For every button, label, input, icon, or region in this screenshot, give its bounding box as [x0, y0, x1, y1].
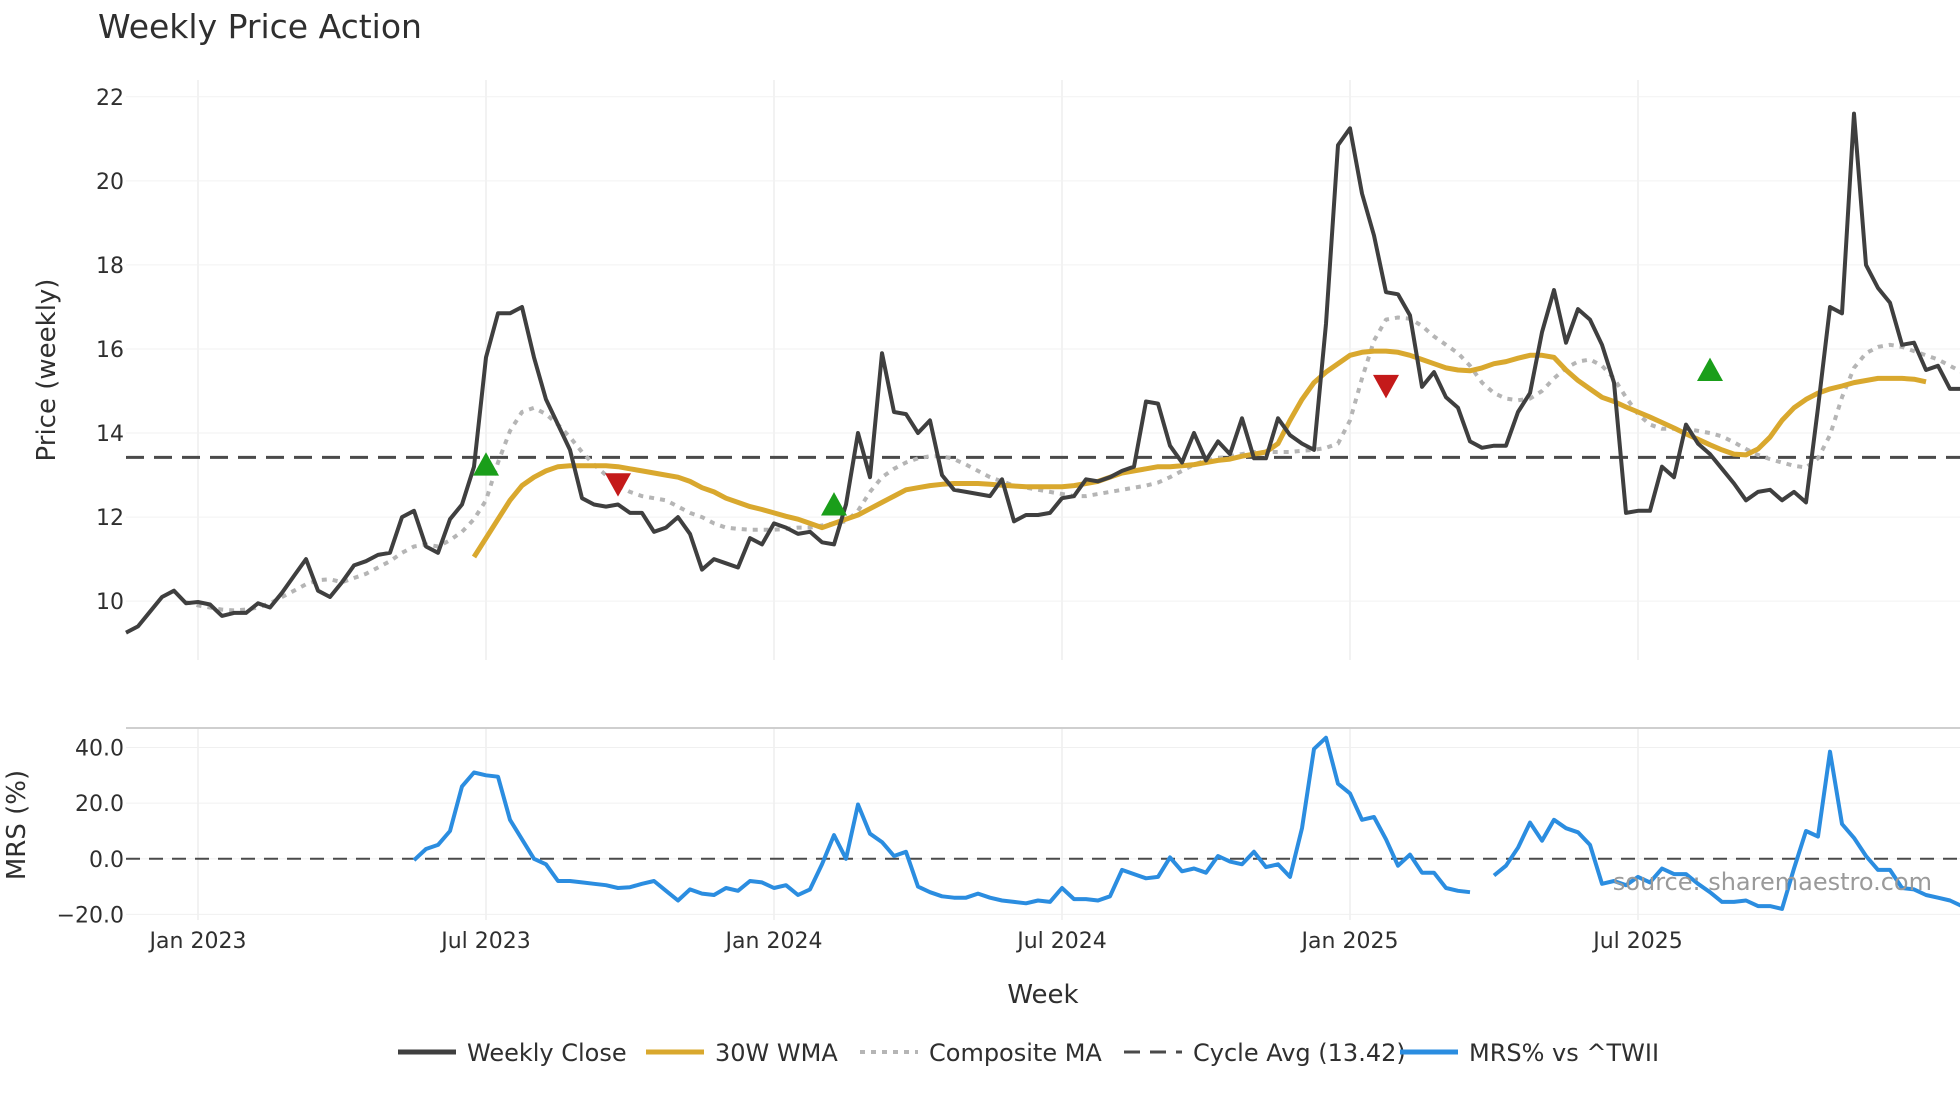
price-y-tick-label: 20: [96, 170, 124, 195]
x-tick-label: Jan 2023: [148, 929, 247, 954]
watermark: source: sharemaestro.com: [1613, 868, 1932, 896]
legend-label: Cycle Avg (13.42): [1193, 1039, 1406, 1067]
mrs-y-tick-label: −20.0: [57, 903, 124, 928]
weekly-close-line: [125, 111, 1960, 635]
x-tick-label: Jan 2025: [1300, 929, 1399, 954]
week-axis-title: Week: [1007, 980, 1078, 1010]
legend-label: 30W WMA: [715, 1039, 838, 1067]
x-tick-label: Jul 2023: [439, 929, 531, 954]
legend-label: Weekly Close: [467, 1039, 627, 1067]
mrs-y-tick-label: 20.0: [75, 792, 124, 817]
composite-ma-line: [185, 315, 1960, 613]
mrs-axis-title: MRS (%): [2, 770, 32, 880]
mrs-y-tick-label: 40.0: [75, 736, 124, 761]
price-y-tick-label: 18: [96, 254, 124, 279]
x-tick-label: Jul 2024: [1015, 929, 1107, 954]
legend: Weekly Close 30W WMA Composite MA Cycle Avg…: [398, 1039, 1659, 1067]
mrs-y-tick-label: 0.0: [89, 848, 124, 873]
price-y-tick-label: 14: [96, 422, 124, 447]
price-series: [125, 111, 1960, 635]
chart-title: Weekly Price Action: [98, 7, 422, 46]
buy-signal-marker: [473, 452, 499, 476]
mrs-series: [126, 735, 1960, 911]
price-y-tick-label: 22: [96, 86, 124, 111]
x-tick-label: Jan 2024: [724, 929, 823, 954]
price-y-tick-label: 12: [96, 506, 124, 531]
sell-signal-marker: [1373, 374, 1399, 399]
buy-signal-marker: [821, 492, 847, 516]
mrs-line-segment: [412, 735, 1471, 906]
buy-signal-marker: [1697, 357, 1723, 382]
axes-text: Jan 2023 Jul 2023 Jan 2024 Jul 2024 Jan 2025…: [57, 86, 1683, 954]
legend-label: MRS% vs ^TWII: [1469, 1039, 1659, 1067]
x-tick-label: Jul 2025: [1591, 929, 1683, 954]
price-y-tick-label: 10: [96, 590, 124, 615]
price-y-tick-label: 16: [96, 338, 124, 363]
sell-signal-marker: [605, 473, 631, 497]
legend-label: Composite MA: [929, 1039, 1102, 1067]
signal-markers: [473, 357, 1723, 516]
price-grid: [126, 80, 1960, 660]
price-axis-title: Price (weekly): [32, 279, 62, 462]
mrs-line-segment: [1492, 749, 1960, 911]
